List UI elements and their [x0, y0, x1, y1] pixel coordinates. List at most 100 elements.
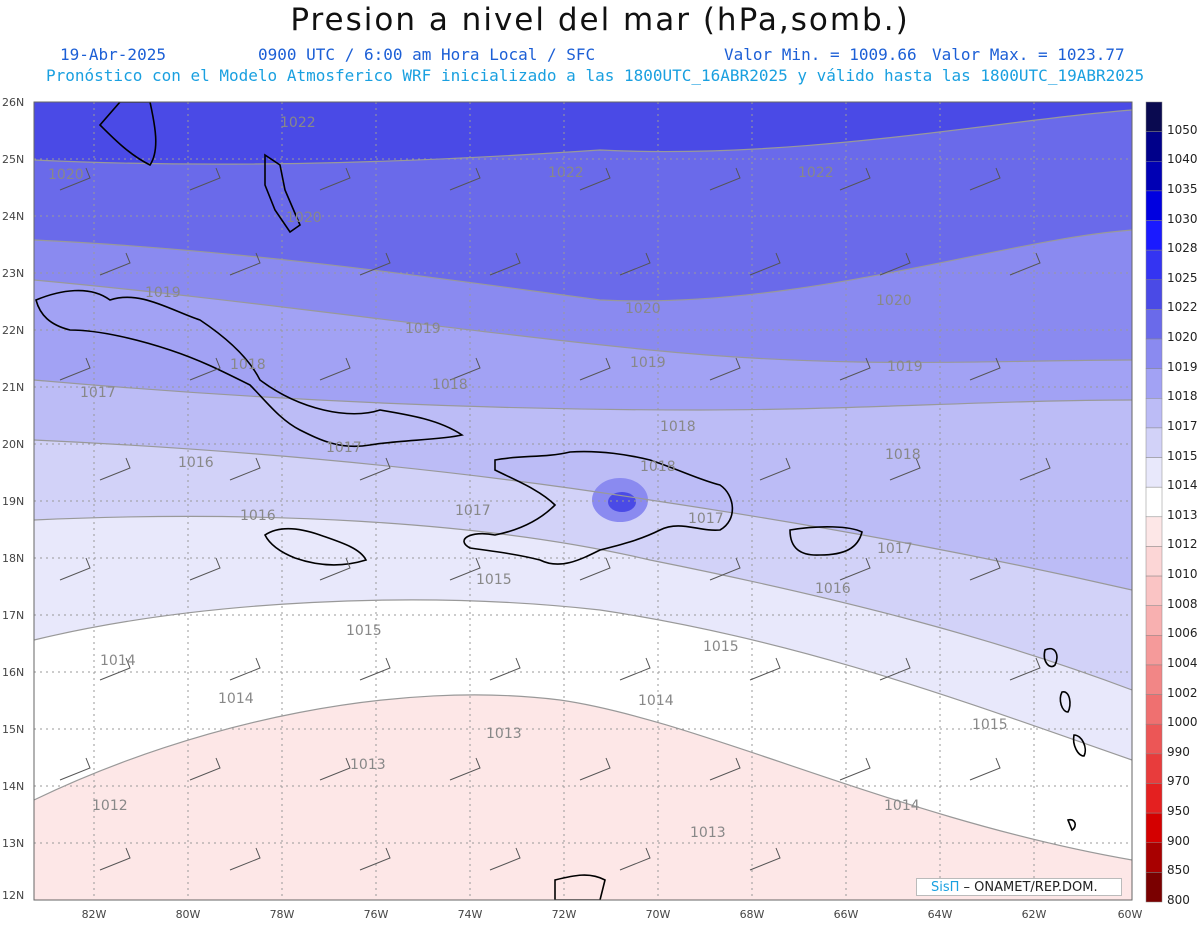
credit-box: SisΠ – ONAMET/REP.DOM.: [916, 878, 1122, 896]
colorbar-level-label: 900: [1167, 833, 1190, 848]
lon-label: 80W: [175, 908, 201, 921]
isobars: [34, 109, 1132, 861]
colorbar-level-label: 800: [1167, 893, 1190, 907]
colorbar-level-label: 1030: [1167, 211, 1198, 226]
colorbar-swatch: [1145, 635, 1163, 666]
isobar-label: 1015: [346, 623, 382, 639]
colorbar-level-label: 1040: [1167, 152, 1198, 167]
lon-label: 62W: [1021, 908, 1047, 921]
isobar-label: 1018: [660, 419, 696, 435]
florida-coast: [98, 102, 157, 167]
colorbar-swatch: [1145, 486, 1163, 518]
colorbar-level-label: 1004: [1167, 655, 1198, 670]
colorbar-swatch: [1145, 664, 1163, 695]
hispaniola-coast: [463, 450, 734, 565]
isobar-labels: 1022 1022 1022 1020 1020 1020 1020 1019 …: [48, 115, 1008, 841]
lat-label: 16N: [2, 666, 25, 679]
wind-barbs: [59, 167, 1051, 871]
isobar-label: 1016: [240, 508, 276, 524]
colorbar-level-label: 1018: [1167, 389, 1198, 404]
lat-label: 13N: [2, 837, 25, 850]
colorbar-swatch: [1145, 872, 1163, 903]
lat-label: 21N: [2, 381, 25, 394]
isobar-label: 1014: [884, 798, 920, 814]
colorbar-level-label: 990: [1167, 744, 1190, 759]
colorbar-swatch: [1145, 812, 1163, 843]
colorbar-level-label: 1006: [1167, 626, 1198, 641]
colorbar-level-label: 1035: [1167, 181, 1198, 196]
cuba-coast: [35, 289, 464, 448]
isobar-label: 1022: [798, 165, 834, 181]
colorbar-level-label: 1028: [1167, 241, 1198, 256]
time-info: 0900 UTC / 6:00 am Hora Local / SFC: [258, 45, 596, 64]
colorbar-level-label: 1013: [1167, 507, 1198, 522]
colorbar-level-label: 1012: [1167, 537, 1198, 552]
chart-title: Presion a nivel del mar (hPa,somb.): [290, 2, 910, 38]
colorbar-swatch: [1145, 546, 1163, 577]
isobar-label: 1020: [48, 167, 84, 183]
puerto-rico-coast: [789, 526, 863, 556]
isobar-label: 1020: [625, 301, 661, 317]
st-vincent-coast: [1072, 734, 1087, 757]
isobar-label: 1015: [703, 639, 739, 655]
colorbar-level-label: 1014: [1167, 478, 1198, 493]
guadeloupe-coast: [1043, 647, 1058, 668]
lon-label: 66W: [833, 908, 859, 921]
colorbar-swatch: [1145, 605, 1163, 636]
lon-label: 76W: [363, 908, 389, 921]
colorbar-level-label: 1015: [1167, 448, 1198, 463]
colorbar-swatch: [1145, 842, 1163, 873]
isobar-label: 1013: [350, 757, 386, 773]
lat-label: 18N: [2, 552, 25, 565]
isobar-label: 1018: [640, 459, 676, 475]
isobar-label: 1017: [326, 440, 362, 456]
grenada-coast: [1066, 818, 1077, 832]
isobar-label: 1014: [218, 691, 254, 707]
isobar-label: 1013: [486, 726, 522, 742]
colorbar-swatch: [1145, 131, 1163, 162]
lat-label: 22N: [2, 324, 25, 337]
colorbar-swatch: [1145, 279, 1163, 310]
isobar-label: 1019: [630, 355, 666, 371]
coastlines: [35, 102, 1087, 900]
lon-label: 78W: [269, 908, 295, 921]
lon-label: 72W: [551, 908, 577, 921]
forecast-date: 19-Abr-2025: [60, 45, 166, 64]
colorbar-level-label: 1017: [1167, 418, 1198, 433]
isobar-label: 1019: [887, 359, 923, 375]
isobar-label: 1017: [877, 541, 913, 557]
venezuela-coast: [554, 874, 606, 900]
isobar-label: 1017: [455, 503, 491, 519]
lat-label: 24N: [2, 210, 25, 223]
lon-label: 74W: [457, 908, 483, 921]
colorbar-level-label: 1022: [1167, 300, 1198, 315]
colorbar-swatch: [1145, 516, 1163, 547]
colorbar: [1145, 101, 1163, 903]
colorbar-swatch: [1145, 694, 1163, 725]
martinique-coast: [1059, 691, 1071, 713]
colorbar-swatch: [1145, 220, 1163, 251]
isobar-label: 1014: [638, 693, 674, 709]
sispi-logo-text: SisΠ: [931, 880, 960, 895]
colorbar-level-label: 970: [1167, 774, 1190, 789]
colorbar-level-label: 1010: [1167, 567, 1198, 582]
lon-label: 64W: [927, 908, 953, 921]
colorbar-swatch: [1145, 427, 1163, 458]
colorbar-swatch: [1145, 309, 1163, 340]
map-frame: [33, 101, 1133, 901]
grid: [34, 102, 1132, 900]
isobar-label: 1018: [432, 377, 468, 393]
colorbar-level-label: 950: [1167, 804, 1190, 819]
isobar-label: 1017: [688, 511, 724, 527]
isobar-label: 1012: [92, 798, 128, 814]
forecast-info: Pronóstico con el Modelo Atmosferico WRF…: [46, 66, 1145, 85]
colorbar-swatch: [1145, 190, 1163, 221]
lat-label: 20N: [2, 438, 25, 451]
colorbar-level-label: 1050: [1167, 122, 1198, 137]
colorbar-swatch: [1145, 753, 1163, 784]
colorbar-swatch: [1145, 783, 1163, 814]
credit-org: – ONAMET/REP.DOM.: [959, 880, 1098, 895]
isobar-label: 1013: [690, 825, 726, 841]
isobar-label: 1015: [476, 572, 512, 588]
